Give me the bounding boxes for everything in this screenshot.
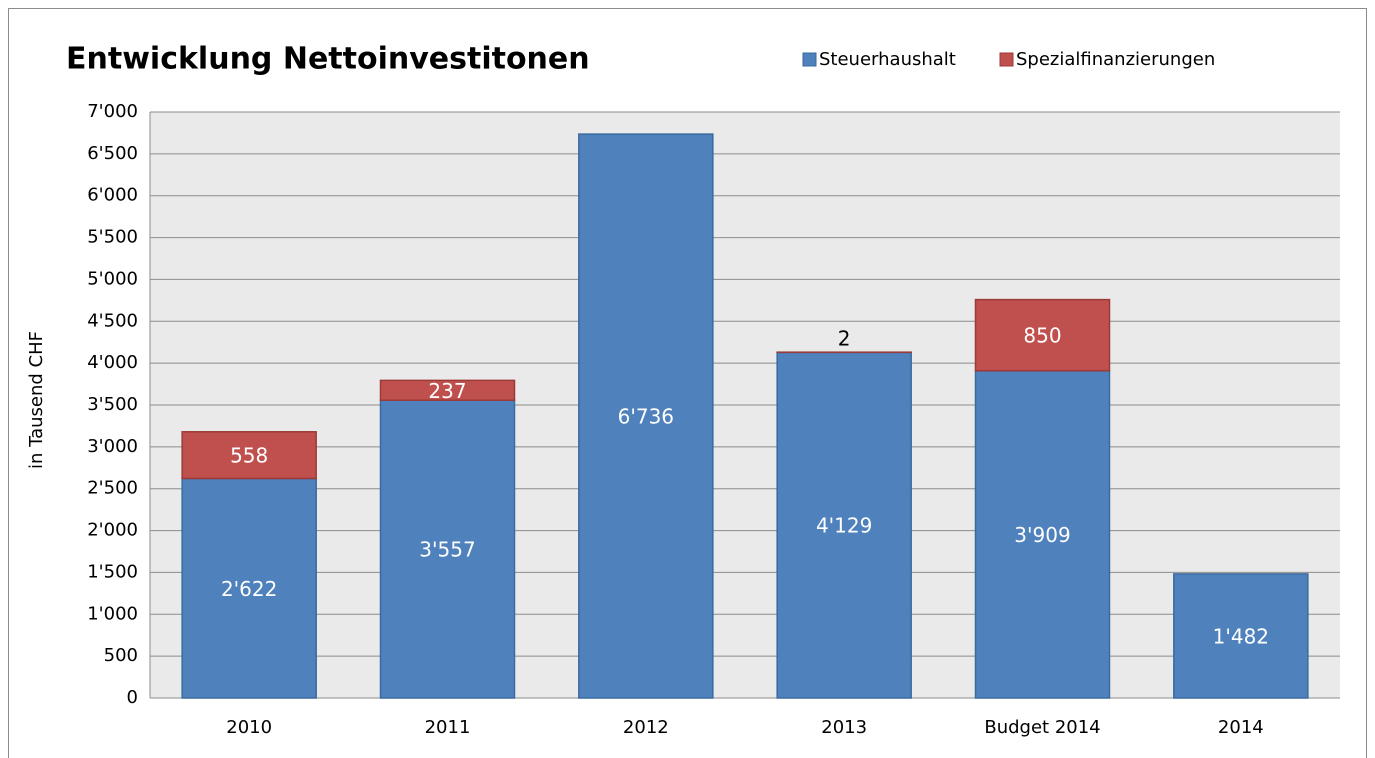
data-label: 3'909 xyxy=(1014,523,1070,547)
y-tick-label: 1'500 xyxy=(87,561,138,582)
y-tick-label: 7'000 xyxy=(87,101,138,122)
bar-segment xyxy=(379,399,516,699)
y-tick-label: 3'500 xyxy=(87,394,138,415)
bar-segment xyxy=(776,351,912,699)
data-label: 850 xyxy=(1023,324,1061,348)
y-tick-label: 4'500 xyxy=(87,310,138,331)
data-label: 2'622 xyxy=(221,577,277,601)
y-tick-label: 2'000 xyxy=(87,520,138,541)
data-label: 237 xyxy=(428,379,466,403)
bar-segment xyxy=(379,379,516,401)
data-label: 3'557 xyxy=(419,538,475,562)
y-tick-label: 6'500 xyxy=(87,143,138,164)
data-label: 4'129 xyxy=(816,514,872,538)
x-tick-label: 2014 xyxy=(1218,717,1264,738)
legend-swatch xyxy=(802,52,817,67)
y-tick-label: 4'000 xyxy=(87,352,138,373)
x-tick-label: Budget 2014 xyxy=(984,717,1100,738)
data-label: 1'482 xyxy=(1213,624,1269,648)
x-tick-label: 2010 xyxy=(226,717,272,738)
y-tick-label: 500 xyxy=(104,645,138,666)
y-tick-label: 5'000 xyxy=(87,268,138,289)
chart-title: Entwicklung Nettoinvestitonen xyxy=(66,42,590,77)
x-tick-label: 2011 xyxy=(425,717,471,738)
legend-label: Spezialfinanzierungen xyxy=(1016,49,1215,70)
x-tick-label: 2012 xyxy=(623,717,669,738)
bar-segment xyxy=(1173,573,1309,699)
data-label: 6'736 xyxy=(618,405,674,429)
legend-swatch xyxy=(999,52,1014,67)
y-axis-label: in Tausend CHF xyxy=(26,331,47,469)
bar-segment xyxy=(578,133,714,699)
bar-segment xyxy=(974,370,1111,699)
y-tick-label: 6'000 xyxy=(87,185,138,206)
y-tick-label: 1'000 xyxy=(87,603,138,624)
legend-label: Steuerhaushalt xyxy=(819,49,956,70)
y-tick-label: 2'500 xyxy=(87,478,138,499)
data-label: 2 xyxy=(838,327,851,351)
bar-segment xyxy=(181,477,317,699)
x-tick-label: 2013 xyxy=(821,717,867,738)
y-tick-label: 0 xyxy=(127,687,138,708)
bar-segment xyxy=(974,298,1111,372)
y-tick-label: 3'000 xyxy=(87,436,138,457)
data-label: 558 xyxy=(230,444,268,468)
y-tick-label: 5'500 xyxy=(87,227,138,248)
bar-segment xyxy=(181,431,317,480)
